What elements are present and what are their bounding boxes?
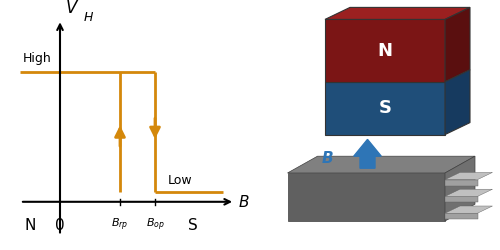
Text: N: N [24,218,36,233]
Polygon shape [445,189,492,196]
Text: Low: Low [168,174,192,188]
Text: B: B [322,150,334,166]
Polygon shape [288,156,475,173]
Polygon shape [445,156,475,221]
Polygon shape [445,180,478,186]
Polygon shape [445,172,492,180]
FancyArrow shape [354,140,382,168]
Polygon shape [288,173,445,221]
Polygon shape [445,8,470,82]
Text: $H$: $H$ [82,11,94,24]
Polygon shape [445,213,478,219]
Text: $B_{op}$: $B_{op}$ [146,216,165,232]
Polygon shape [325,20,445,82]
Text: $V$: $V$ [65,0,80,17]
Text: High: High [22,52,52,65]
Polygon shape [325,82,445,134]
Text: $B$: $B$ [238,194,249,210]
Text: $B_{rp}$: $B_{rp}$ [112,216,128,232]
Polygon shape [445,196,478,202]
Text: S: S [188,218,198,233]
Polygon shape [445,206,492,213]
Polygon shape [445,70,470,134]
Text: S: S [378,99,392,117]
Text: 0: 0 [55,218,65,233]
Text: N: N [378,42,392,60]
Polygon shape [325,8,470,20]
